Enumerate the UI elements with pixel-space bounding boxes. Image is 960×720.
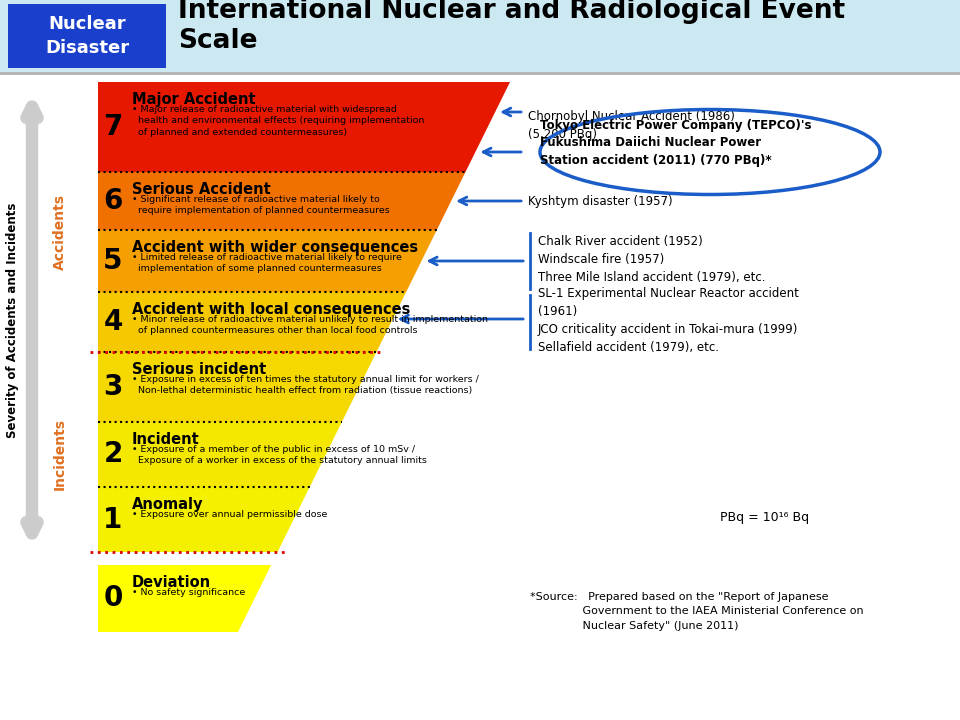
- Text: Major Accident: Major Accident: [132, 92, 255, 107]
- Text: 0: 0: [104, 585, 123, 613]
- Polygon shape: [98, 487, 310, 552]
- Text: Tokyo Electric Power Company (TEPCO)'s
Fukushima Daiichi Nuclear Power
Station a: Tokyo Electric Power Company (TEPCO)'s F…: [540, 119, 811, 167]
- Text: PBq = 10¹⁶ Bq: PBq = 10¹⁶ Bq: [720, 511, 809, 524]
- Text: Incident: Incident: [132, 432, 200, 447]
- Text: 1: 1: [104, 505, 123, 534]
- Text: Chalk River accident (1952)
Windscale fire (1957)
Three Mile Island accident (19: Chalk River accident (1952) Windscale fi…: [538, 235, 765, 284]
- Text: 7: 7: [104, 113, 123, 141]
- Text: International Nuclear and Radiological Event
Scale: International Nuclear and Radiological E…: [178, 0, 845, 53]
- Text: 6: 6: [104, 187, 123, 215]
- Text: Severity of Accidents and Incidents: Severity of Accidents and Incidents: [7, 202, 19, 438]
- Polygon shape: [98, 230, 437, 292]
- Text: 2: 2: [104, 441, 123, 469]
- Polygon shape: [98, 352, 376, 422]
- Text: • No safety significance: • No safety significance: [132, 588, 245, 597]
- Bar: [8, 4, 166, 68]
- Text: SL-1 Experimental Nuclear Reactor accident
(1961)
JCO criticality accident in To: SL-1 Experimental Nuclear Reactor accide…: [538, 287, 799, 354]
- Bar: [0, 0, 960, 72]
- Text: Anomaly: Anomaly: [132, 497, 204, 512]
- Text: Incidents: Incidents: [53, 418, 67, 490]
- Polygon shape: [98, 422, 342, 487]
- Text: • Exposure in excess of ten times the statutory annual limit for workers /
  Non: • Exposure in excess of ten times the st…: [132, 375, 479, 395]
- Text: Serious Accident: Serious Accident: [132, 182, 271, 197]
- Text: *Source:   Prepared based on the "Report of Japanese
               Government t: *Source: Prepared based on the "Report o…: [530, 592, 864, 631]
- Text: • Exposure over annual permissible dose: • Exposure over annual permissible dose: [132, 510, 327, 519]
- Text: • Exposure of a member of the public in excess of 10 mSv /
  Exposure of a worke: • Exposure of a member of the public in …: [132, 445, 427, 465]
- Polygon shape: [98, 82, 510, 172]
- Text: 4: 4: [104, 308, 123, 336]
- Text: Accidents: Accidents: [53, 194, 67, 270]
- Text: Accident with local consequences: Accident with local consequences: [132, 302, 410, 317]
- Text: Kyshtym disaster (1957): Kyshtym disaster (1957): [528, 194, 673, 207]
- Text: Serious incident: Serious incident: [132, 362, 266, 377]
- Polygon shape: [98, 292, 406, 352]
- Text: 5: 5: [104, 247, 123, 275]
- Polygon shape: [98, 565, 271, 632]
- Text: Chornobyl Nuclear Accident (1986)
(5,200 PBq): Chornobyl Nuclear Accident (1986) (5,200…: [528, 110, 734, 141]
- Text: Nuclear
Disaster: Nuclear Disaster: [45, 15, 129, 57]
- Text: • Major release of radioactive material with widespread
  health and environment: • Major release of radioactive material …: [132, 105, 424, 137]
- Polygon shape: [98, 172, 466, 230]
- Text: • Limited release of radioactive material likely to require
  implementation of : • Limited release of radioactive materia…: [132, 253, 402, 274]
- Text: 3: 3: [104, 373, 123, 401]
- Text: • Minor release of radioactive material unlikely to result in implementation
  o: • Minor release of radioactive material …: [132, 315, 488, 336]
- Text: • Significant release of radioactive material likely to
  require implementation: • Significant release of radioactive mat…: [132, 195, 390, 215]
- Text: Deviation: Deviation: [132, 575, 211, 590]
- Text: Accident with wider consequences: Accident with wider consequences: [132, 240, 419, 255]
